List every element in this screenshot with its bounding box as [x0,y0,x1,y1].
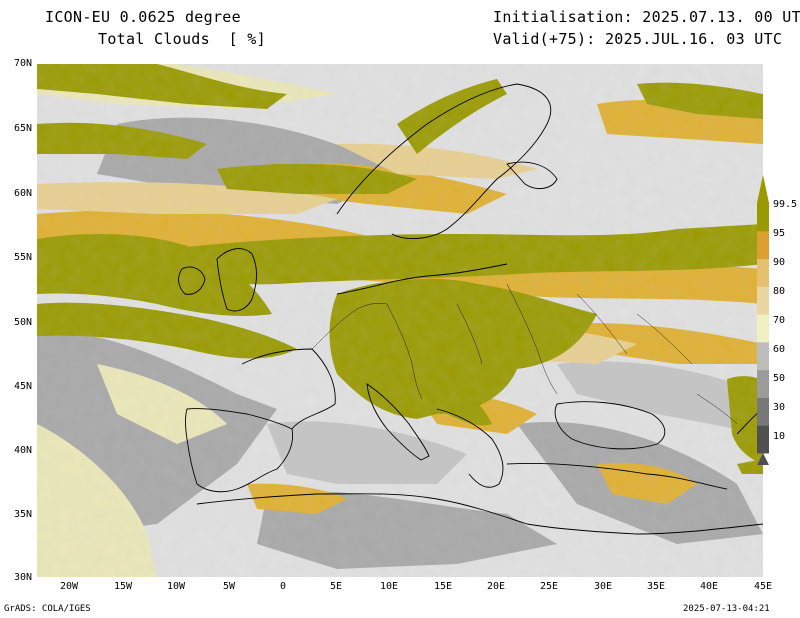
lat-label-70n: 70N [13,58,32,69]
lon-label-40e: 40E [699,581,719,592]
texture-overlay [37,64,763,577]
lat-label-40n: 40N [13,445,32,456]
lon-label-15w: 15W [113,581,133,592]
lat-label-45n: 45N [13,381,32,392]
lat-label-50n: 50N [13,317,32,328]
cloud-map-svg [37,64,763,577]
colorbar-label-80: 80 [773,286,786,297]
colorbar-label-60: 60 [773,344,786,355]
colorbar-label-95: 95 [773,228,786,239]
model-title: ICON-EU 0.0625 degree [45,8,241,26]
colorbar-cell-50 [757,369,769,398]
country-borders [311,283,738,425]
colorbar [757,175,769,465]
colorbar-label-99-5: 99.5 [773,199,798,210]
colorbar-label-10: 10 [773,431,786,442]
lon-label-15e: 15E [433,581,453,592]
lat-label-30n: 30N [13,572,32,583]
lon-label-45e: 45E [753,581,773,592]
lon-label-20w: 20W [59,581,79,592]
colorbar-label-30: 30 [773,402,786,413]
colorbar-cell-10 [757,425,769,454]
colorbar-cell-99-5 [757,203,769,232]
colorbar-cell-30 [757,397,769,426]
lon-label-0: 0 [279,581,287,592]
lon-label-20e: 20E [486,581,506,592]
lat-label-65n: 65N [13,123,32,134]
coastlines [178,83,763,535]
colorbar-cell-95 [757,230,769,260]
variable-title: Total Clouds [ %] [98,30,266,48]
colorbar-cell-80 [757,286,769,315]
colorbar-label-50: 50 [773,373,786,384]
lon-label-35e: 35E [646,581,666,592]
lon-label-5w: 5W [222,581,236,592]
lat-label-55n: 55N [13,252,32,263]
colorbar-high-triangle [757,175,769,203]
footer-timestamp: 2025-07-13-04:21 [683,604,770,614]
colorbar-label-70: 70 [773,315,786,326]
lon-label-5e: 5E [329,581,343,592]
init-time: Initialisation: 2025.07.13. 00 UTC [493,8,800,26]
colorbar-cell-60 [757,341,769,371]
lat-label-60n: 60N [13,188,32,199]
lon-label-10e: 10E [379,581,399,592]
colorbar-low-triangle [757,453,769,465]
colorbar-cells [757,203,769,454]
valid-time: Valid(+75): 2025.JUL.16. 03 UTC [493,30,783,48]
footer-credit: GrADS: COLA/IGES [4,604,91,614]
cloud-map [37,64,763,577]
colorbar-cell-90 [757,258,769,287]
lon-label-10w: 10W [166,581,186,592]
colorbar-cell-70 [757,314,769,343]
lat-label-35n: 35N [13,509,32,520]
lon-label-30e: 30E [593,581,613,592]
colorbar-label-90: 90 [773,257,786,268]
lon-label-25e: 25E [539,581,559,592]
